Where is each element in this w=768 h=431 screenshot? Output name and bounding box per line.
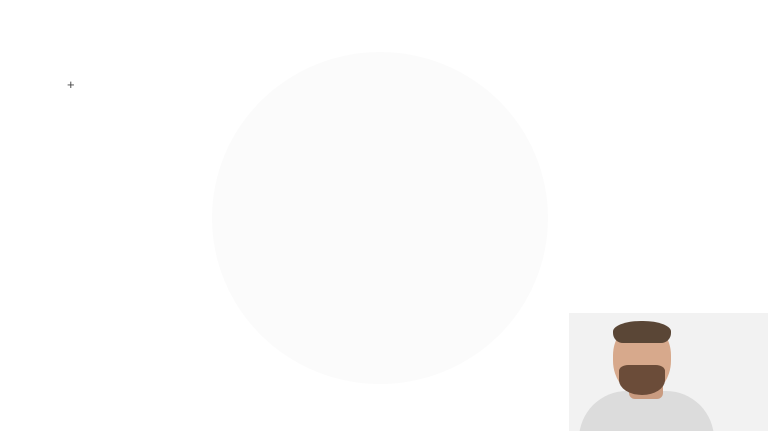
presenter-beard xyxy=(619,365,665,395)
word-cloud xyxy=(212,52,548,384)
presenter-hair xyxy=(613,321,671,343)
mouse-cursor-icon: + xyxy=(67,77,75,92)
presenter-webcam-overlay xyxy=(569,313,768,431)
